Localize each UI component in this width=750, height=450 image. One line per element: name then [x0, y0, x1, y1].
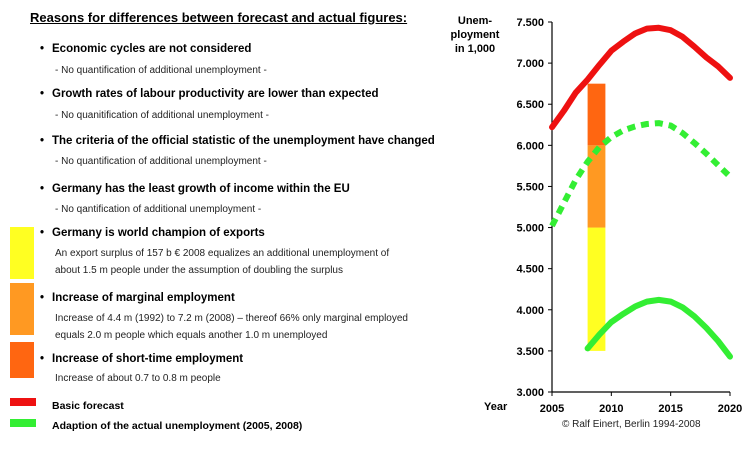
- x-axis-title: Year: [484, 401, 508, 413]
- legend-swatch-adaption: [10, 419, 36, 427]
- series-line-2: [549, 120, 733, 228]
- reason-bullet-5: • Germany is world champion of exports: [40, 227, 265, 239]
- reason-bullet-7: • Increase of short-time employment: [40, 353, 244, 365]
- reason-detail-6a: Increase of 4.4 m (1992) to 7.2 m (2008)…: [55, 313, 408, 324]
- reason-detail-1: - No quantification of additional unempl…: [55, 65, 267, 76]
- reason-detail-4: - No qantification of additional unemplo…: [55, 204, 262, 215]
- x-tick-label: 2015: [658, 403, 682, 415]
- y-tick-label: 7.500: [516, 17, 544, 29]
- legend-label-adaption: Adaption of the actual unemployment (200…: [52, 420, 303, 432]
- x-tick-label: 2010: [599, 403, 623, 415]
- reason-bullet-4: • Germany has the least growth of income …: [40, 183, 350, 195]
- bar-segment-2: [587, 145, 606, 228]
- reason-detail-6b: equals 2.0 m people which equals another…: [55, 330, 328, 341]
- legend-swatch-basic-forecast: [10, 398, 36, 406]
- bar-segment-1: [587, 227, 606, 351]
- series-line-1: [549, 24, 733, 131]
- y-tick-label: 5.500: [516, 181, 544, 193]
- reason-detail-5b: about 1.5 m people under the assumption …: [55, 265, 343, 276]
- short-time-color-block: [10, 342, 34, 378]
- reason-bullet-6: • Increase of marginal employment: [40, 292, 235, 304]
- reason-bullet-2: • Growth rates of labour productivity are…: [40, 88, 379, 100]
- reason-bullet-3: • The criteria of the official statistic …: [40, 135, 435, 147]
- x-tick-label: 2020: [718, 403, 742, 415]
- y-tick-label: 3.000: [516, 387, 544, 399]
- y-tick-label: 3.500: [516, 346, 544, 358]
- y-tick-label: 6.500: [516, 99, 544, 111]
- legend-label-basic-forecast: Basic forecast: [52, 400, 124, 412]
- y-tick-label: 4.500: [516, 264, 544, 276]
- page-title: Reasons for differences between forecast…: [30, 10, 408, 25]
- reason-detail-3: - No quantification of additional unempl…: [55, 156, 267, 167]
- reason-bullet-1: • Economic cycles are not considered: [40, 43, 252, 55]
- reason-detail-2: - No quanitification of additional unemp…: [55, 110, 270, 121]
- series-line-3: [584, 296, 733, 360]
- bar-segment-3: [587, 83, 606, 146]
- y-tick-label: 4.000: [516, 305, 544, 317]
- exports-color-block: [10, 227, 34, 279]
- y-tick-label: 6.000: [516, 140, 544, 152]
- y-tick-label: 5.000: [516, 223, 544, 235]
- reason-detail-7: Increase of about 0.7 to 0.8 m people: [55, 373, 221, 384]
- reason-detail-5a: An export surplus of 157 b € 2008 equali…: [55, 248, 390, 259]
- y-tick-label: 7.000: [516, 58, 544, 70]
- copyright-note: © Ralf Einert, Berlin 1994-2008: [562, 419, 701, 430]
- marginal-employment-color-block: [10, 283, 34, 335]
- y-axis-title: Unem- ployment in 1,000: [450, 15, 500, 55]
- x-tick-label: 2005: [540, 403, 564, 415]
